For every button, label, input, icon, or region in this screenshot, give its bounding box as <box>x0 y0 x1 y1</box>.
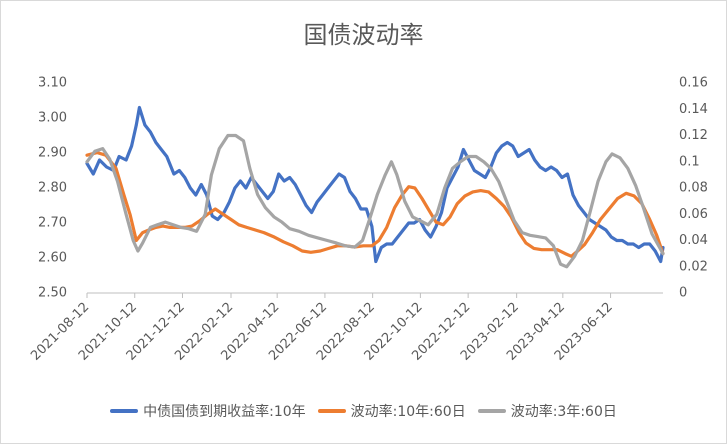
y-right-tick-label: 0.1 <box>679 154 700 169</box>
legend-item: 波动率:3年:60日 <box>477 401 617 421</box>
legend: 中债国债到期收益率:10年 波动率:10年:60日 波动率:3年:60日 <box>1 401 726 421</box>
series-line-3 <box>85 133 665 269</box>
series-layer <box>85 105 665 269</box>
y-left-tick-label: 2.80 <box>38 181 67 196</box>
legend-swatch <box>110 409 139 413</box>
y-right-tick-label: 0.14 <box>679 102 708 117</box>
y-right-tick-label: 0.02 <box>679 259 708 274</box>
y-right-tick-label: 0.16 <box>679 76 708 91</box>
y-right-tick-label: 0.06 <box>679 207 708 222</box>
y-left-tick-label: 3.10 <box>38 76 67 91</box>
y-left-tick-label: 2.70 <box>38 216 67 231</box>
legend-label: 波动率:3年:60日 <box>510 404 617 420</box>
legend-item: 波动率:10年:60日 <box>317 401 466 421</box>
y-left-tick-label: 2.60 <box>38 251 67 266</box>
series-line-1 <box>85 105 665 264</box>
y-left-tick-label: 3.00 <box>38 111 67 126</box>
y-left-tick-label: 2.50 <box>38 286 67 301</box>
legend-swatch <box>477 409 506 413</box>
legend-swatch <box>317 409 346 413</box>
y-left-tick-label: 2.90 <box>38 146 67 161</box>
legend-label: 波动率:10年:60日 <box>350 404 466 420</box>
y-right-tick-label: 0.04 <box>679 233 708 248</box>
y-right-tick-label: 0.12 <box>679 128 708 143</box>
legend-label: 中债国债到期收益率:10年 <box>143 404 306 420</box>
y-right-tick-label: 0.08 <box>679 181 708 196</box>
plot-area: 2021-08-122021-10-122021-12-122022-02-12… <box>28 76 708 364</box>
legend-item: 中债国债到期收益率:10年 <box>110 401 306 421</box>
chart-title: 国债波动率 <box>303 21 424 49</box>
y-right-tick-label: 0 <box>679 286 687 301</box>
